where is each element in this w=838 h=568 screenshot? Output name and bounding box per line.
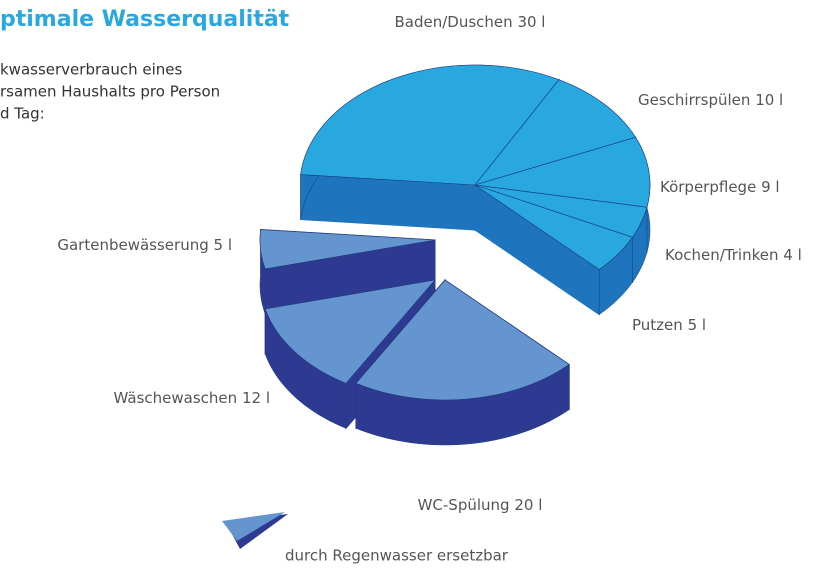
slice-label: WC-Spülung 20 l <box>418 496 543 514</box>
value-label: 12 l <box>242 389 270 407</box>
slice-top <box>259 229 436 270</box>
value-label: 10 l <box>755 91 783 109</box>
slice-top <box>474 184 633 270</box>
pie <box>259 64 651 446</box>
slice-label: Geschirrspülen 10 l <box>638 91 783 109</box>
category: Kochen/Trinken <box>665 246 779 264</box>
category: Gartenbewässerung <box>57 236 208 254</box>
category: Wäschewaschen <box>114 389 238 407</box>
category: Geschirrspülen <box>638 91 750 109</box>
slice <box>355 278 570 446</box>
subtitle: d Tag: <box>0 105 45 123</box>
value-label: 9 l <box>761 178 779 196</box>
slice-top <box>474 136 651 208</box>
slice <box>474 184 633 316</box>
value-label: 4 l <box>783 246 801 264</box>
slice <box>259 229 436 315</box>
value-label: 5 l <box>214 236 232 254</box>
slice-label: Putzen 5 l <box>632 316 706 334</box>
category: Körperpflege <box>660 178 756 196</box>
chart-title: ptimale Wasserqualität <box>0 7 290 32</box>
slice-label: Kochen/Trinken 4 l <box>665 246 802 264</box>
slice-label: Gartenbewässerung 5 l <box>57 236 232 254</box>
legend-label: durch Regenwasser ersetzbar <box>285 547 509 565</box>
value-label: 20 l <box>514 496 542 514</box>
subtitle: kwasserverbrauch eines <box>0 61 182 79</box>
category: Putzen <box>632 316 683 334</box>
slice-top <box>264 279 436 384</box>
value-label: 30 l <box>517 13 545 31</box>
slice-label: Wäschewaschen 12 l <box>114 389 270 407</box>
category: Baden/Duschen <box>395 13 513 31</box>
slice-top <box>300 64 560 186</box>
slice-top <box>355 279 570 401</box>
slice-label: Baden/Duschen 30 l <box>395 13 546 31</box>
slice-top <box>474 79 637 186</box>
value-label: 5 l <box>688 316 706 334</box>
category: WC-Spülung <box>418 496 510 514</box>
legend-icon <box>222 512 285 541</box>
slice-label: Körperpflege 9 l <box>660 178 780 196</box>
subtitle: rsamen Haushalts pro Person <box>0 83 220 101</box>
